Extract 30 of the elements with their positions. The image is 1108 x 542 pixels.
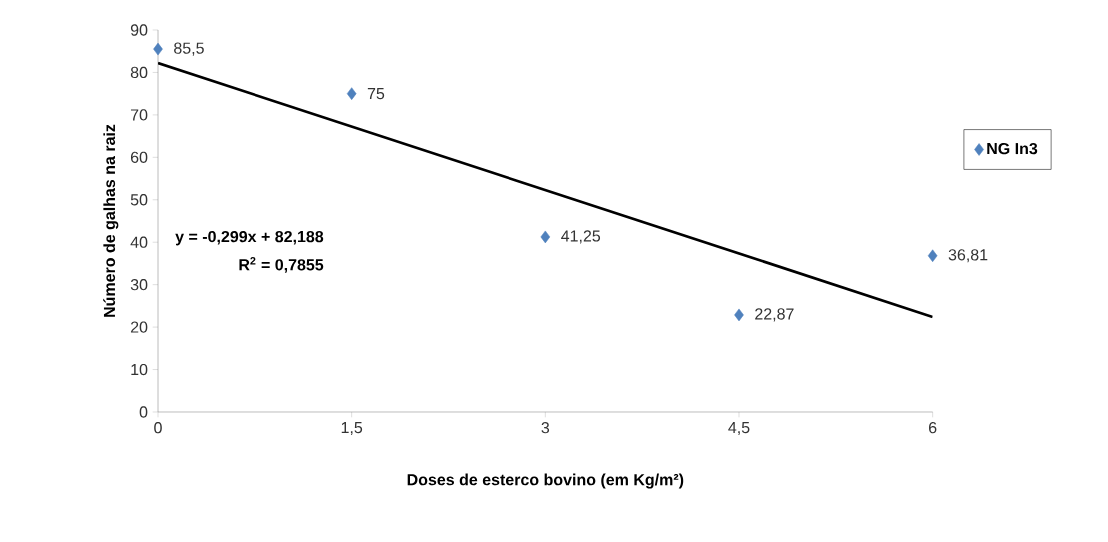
y-tick-label: 80 xyxy=(130,66,148,79)
data-label: 22,87 xyxy=(755,308,794,322)
y-axis-title: Número de galhas na raiz xyxy=(103,124,119,317)
y-tick-label: 10 xyxy=(131,363,148,376)
annotation: y = -0,299x + 82,188 xyxy=(175,230,324,246)
point xyxy=(153,42,163,56)
x-tick-label: 0 xyxy=(154,422,162,434)
y-tick-label: 30 xyxy=(130,279,148,291)
y-tick-label: 20 xyxy=(130,321,148,333)
x-tick-label: 1,5 xyxy=(341,422,363,436)
data-label: 75 xyxy=(367,88,385,100)
legend-label: NG In3 xyxy=(987,142,1038,155)
y-tick-label: 70 xyxy=(130,109,148,121)
annotation: R$^{2}$ = 0,7855 xyxy=(239,257,324,273)
data-label: 41,25 xyxy=(561,230,601,244)
point xyxy=(927,249,938,263)
x-tick-label: 3 xyxy=(541,422,550,434)
y-tick-label: 90 xyxy=(130,24,148,36)
y-tick-label: 0 xyxy=(139,406,148,418)
x-tick-label: 4,5 xyxy=(728,422,750,436)
data-label: 85,5 xyxy=(174,42,204,56)
y-tick-label: 60 xyxy=(130,151,148,163)
y-tick-label: 40 xyxy=(130,236,148,248)
point xyxy=(540,230,551,244)
x-axis-title: Doses de esterco bovino (em Kg/m²) xyxy=(407,473,684,489)
x-tick-label: 6 xyxy=(929,422,937,434)
point xyxy=(734,308,744,322)
data-label: 36,81 xyxy=(948,249,988,263)
y-tick-label: 50 xyxy=(130,194,148,206)
point xyxy=(346,87,357,100)
